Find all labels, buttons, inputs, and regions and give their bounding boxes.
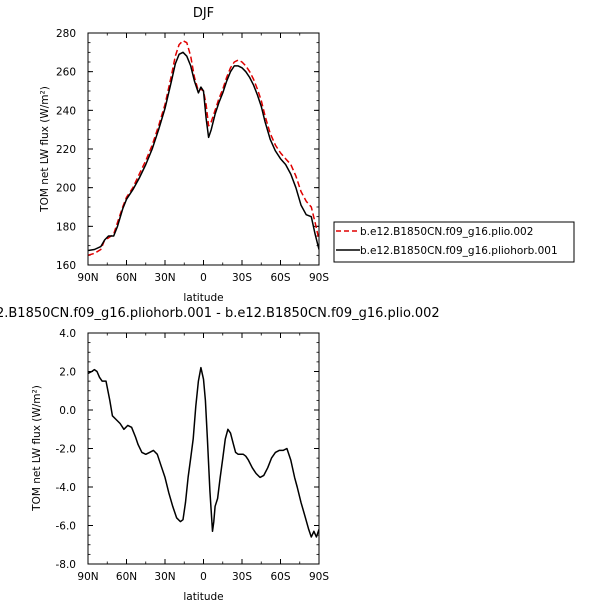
top-xtick-label: 60S	[270, 272, 290, 284]
top-ytick-label: 240	[56, 105, 76, 117]
legend-label-series-2: b.e12.B1850CN.f09_g16.pliohorb.001	[360, 245, 558, 257]
top-series-line-2	[88, 51, 319, 252]
bottom-chart-panel: b.e12.B1850CN.f09_g16.pliohorb.001 - b.e…	[0, 306, 440, 603]
top-series-line-1	[88, 39, 319, 257]
bottom-ytick-label: 0.0	[59, 405, 76, 417]
top-ytick-label: 160	[56, 260, 76, 272]
bottom-ytick-label: -4.0	[56, 482, 77, 494]
bottom-xtick-label: 60S	[270, 571, 290, 583]
bottom-ytick-label: 2.0	[59, 367, 76, 379]
top-chart-ylabel: TOM net LW flux (W/m²)	[39, 86, 51, 213]
bottom-xtick-label: 30S	[232, 571, 252, 583]
bottom-chart-title: b.e12.B1850CN.f09_g16.pliohorb.001 - b.e…	[0, 306, 440, 321]
top-ytick-label: 260	[56, 67, 76, 79]
top-chart-title: DJF	[193, 6, 214, 21]
bottom-xtick-label: 0	[200, 571, 207, 583]
top-xtick-label: 30S	[232, 272, 252, 284]
bottom-ytick-label: 4.0	[59, 328, 76, 340]
top-xtick-label: 60N	[116, 272, 137, 284]
legend-box	[333, 221, 575, 263]
top-ytick-label: 180	[56, 221, 76, 233]
bottom-series-line-1	[88, 366, 319, 538]
top-ytick-label: 220	[56, 144, 76, 156]
bottom-plot-frame	[87, 332, 320, 565]
top-chart-panel: DJF TOM net LW flux (W/m²) latitude 160 1…	[39, 6, 329, 304]
bottom-ytick-label: -6.0	[56, 521, 77, 533]
top-chart-xlabel: latitude	[183, 292, 223, 304]
top-ytick-label: 200	[56, 183, 76, 195]
top-xtick-label: 30N	[154, 272, 175, 284]
bottom-ytick-label: -8.0	[56, 559, 77, 571]
legend: b.e12.B1850CN.f09_g16.plio.002 b.e12.B18…	[333, 221, 575, 263]
bottom-ytick-label: -2.0	[56, 444, 77, 456]
top-ytick-label: 280	[56, 28, 76, 40]
bottom-chart-ylabel: TOM net LW flux (W/m²)	[31, 385, 43, 512]
top-xtick-label: 0	[200, 272, 207, 284]
bottom-chart-xlabel: latitude	[183, 591, 223, 603]
bottom-xtick-label: 30N	[154, 571, 175, 583]
bottom-xtick-label: 60N	[116, 571, 137, 583]
top-xtick-label: 90N	[77, 272, 98, 284]
bottom-xtick-label: 90N	[77, 571, 98, 583]
top-plot-frame	[87, 32, 320, 266]
legend-label-series-1: b.e12.B1850CN.f09_g16.plio.002	[360, 226, 533, 238]
top-xtick-label: 90S	[309, 272, 329, 284]
bottom-xtick-label: 90S	[309, 571, 329, 583]
